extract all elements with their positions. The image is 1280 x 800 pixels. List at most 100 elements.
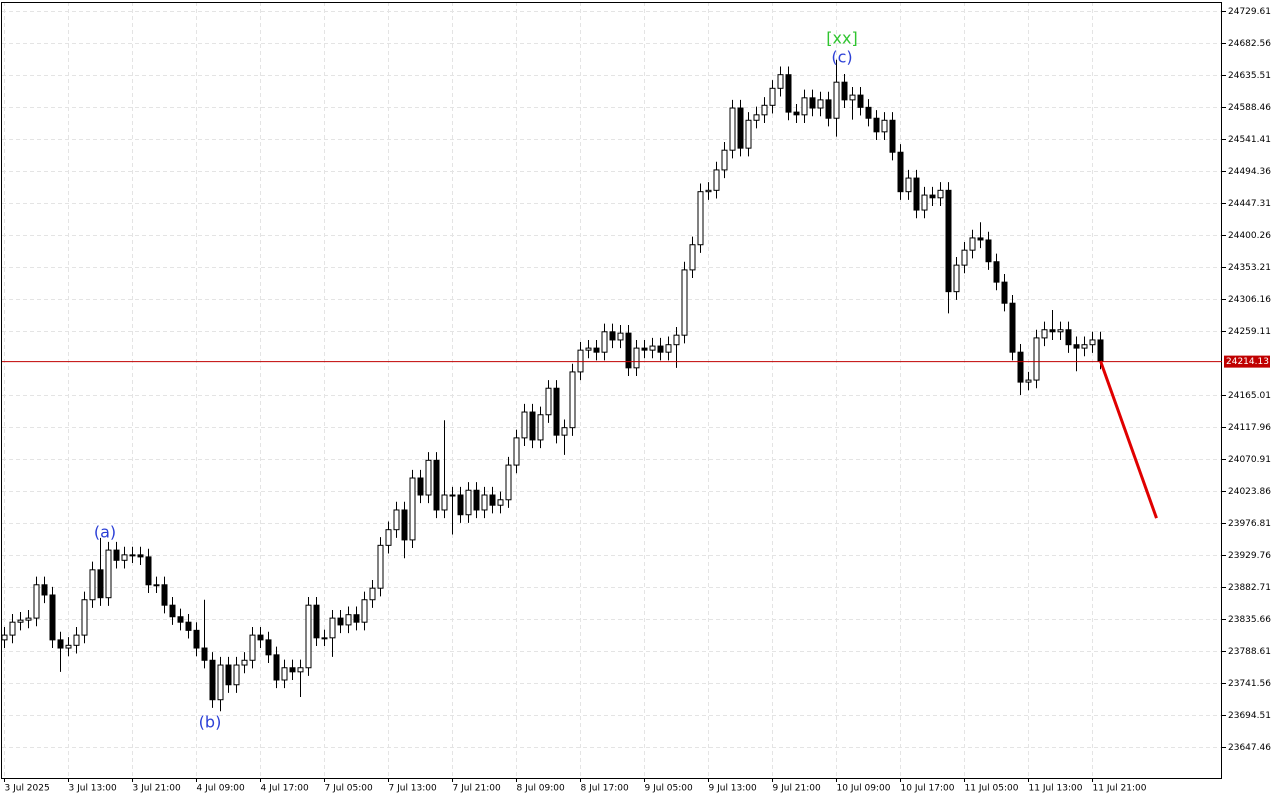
candle-body	[793, 111, 800, 116]
candle-body	[657, 345, 664, 353]
y-tick-label: 24400.26	[1228, 231, 1271, 241]
x-tick-label: 11 Jul 05:00	[965, 784, 1019, 794]
candle-body	[433, 459, 440, 511]
y-tick-label: 23835.66	[1228, 615, 1271, 625]
x-tick-label: 9 Jul 05:00	[645, 784, 694, 794]
y-tick-label: 24306.16	[1228, 295, 1271, 305]
candle-body	[489, 494, 496, 506]
y-tick-label: 24353.21	[1228, 263, 1271, 273]
candle-body	[121, 554, 128, 561]
y-tick-label: 24494.36	[1228, 167, 1271, 177]
candle-body	[1073, 344, 1080, 349]
x-tick-label: 10 Jul 17:00	[901, 784, 955, 794]
y-tick-label: 24541.41	[1228, 135, 1271, 145]
candle-body	[417, 477, 424, 496]
candle-body	[441, 494, 448, 511]
wave-label: (c)	[831, 48, 852, 67]
candle-body	[33, 584, 40, 619]
x-tick-label: 11 Jul 21:00	[1093, 784, 1147, 794]
candle-body	[497, 499, 504, 506]
candle-body	[953, 264, 960, 293]
x-tick-label: 4 Jul 17:00	[261, 784, 310, 794]
candle-body	[697, 191, 704, 246]
candle-body	[857, 94, 864, 108]
candle-body	[449, 494, 456, 497]
candle-body	[425, 459, 432, 496]
candle-body	[689, 244, 696, 271]
candle-body	[161, 584, 168, 606]
x-tick-label: 3 Jul 2025	[5, 784, 50, 794]
candle-body	[1025, 379, 1032, 383]
candle-body	[401, 509, 408, 541]
x-tick-label: 7 Jul 21:00	[453, 784, 502, 794]
candle-body	[873, 117, 880, 133]
y-tick-label: 23929.76	[1228, 551, 1271, 561]
candle-body	[305, 604, 312, 669]
candle-body	[241, 659, 248, 666]
x-tick-label: 8 Jul 17:00	[581, 784, 630, 794]
candle-body	[313, 604, 320, 639]
x-tick-label: 10 Jul 09:00	[837, 784, 891, 794]
candle-body	[633, 347, 640, 369]
candles	[1, 59, 1104, 712]
candle-body	[593, 347, 600, 353]
candle-body	[889, 119, 896, 153]
y-tick-label: 24117.96	[1228, 423, 1271, 433]
y-tick-label: 24447.31	[1228, 199, 1271, 209]
candle-body	[769, 87, 776, 106]
candle-body	[345, 614, 352, 626]
y-tick-label: 23647.46	[1228, 743, 1271, 753]
x-tick-label: 7 Jul 05:00	[325, 784, 374, 794]
candle-body	[713, 169, 720, 191]
candle-body	[585, 347, 592, 351]
candle-body	[833, 81, 840, 119]
candle-body	[377, 544, 384, 589]
candle-body	[817, 99, 824, 109]
x-tick-label: 3 Jul 21:00	[133, 784, 182, 794]
candle-body	[617, 332, 624, 341]
candle-body	[529, 411, 536, 441]
candle-body	[521, 411, 528, 439]
x-tick-label: 11 Jul 13:00	[1029, 784, 1083, 794]
candle-body	[273, 654, 280, 681]
candle-body	[233, 664, 240, 686]
candle-body	[1057, 329, 1064, 333]
candle-body	[921, 194, 928, 211]
candle-body	[881, 119, 888, 133]
candle-body	[1041, 329, 1048, 339]
candle-body	[153, 584, 160, 587]
candle-body	[537, 414, 544, 441]
candle-body	[81, 599, 88, 636]
candle-body	[457, 494, 464, 516]
candle-body	[649, 345, 656, 351]
candle-body	[409, 477, 416, 541]
candle-body	[17, 619, 24, 623]
candle-body	[849, 94, 856, 101]
candle-body	[665, 344, 672, 353]
candle-body	[41, 584, 48, 596]
candle-body	[729, 107, 736, 151]
candle-body	[193, 629, 200, 649]
candle-body	[945, 189, 952, 293]
candle-body	[761, 104, 768, 116]
candle-body	[113, 549, 120, 561]
y-tick-label: 23788.61	[1228, 647, 1271, 657]
candle-body	[545, 387, 552, 416]
candle-body	[329, 617, 336, 639]
candle-body	[721, 149, 728, 171]
candle-body	[1, 634, 8, 641]
candle-body	[185, 621, 192, 631]
candle-body	[809, 97, 816, 109]
forecast-line	[1099, 360, 1158, 519]
candle-body	[1081, 344, 1088, 349]
candle-body	[385, 529, 392, 546]
candle-body	[217, 664, 224, 701]
candle-body	[129, 554, 136, 557]
y-tick-label: 23741.56	[1228, 679, 1271, 689]
candle-body	[89, 569, 96, 601]
wave-label: [xx]	[826, 29, 857, 48]
candle-body	[777, 74, 784, 89]
candle-body	[105, 549, 112, 599]
current-price-label: 24214.13	[1226, 357, 1269, 367]
